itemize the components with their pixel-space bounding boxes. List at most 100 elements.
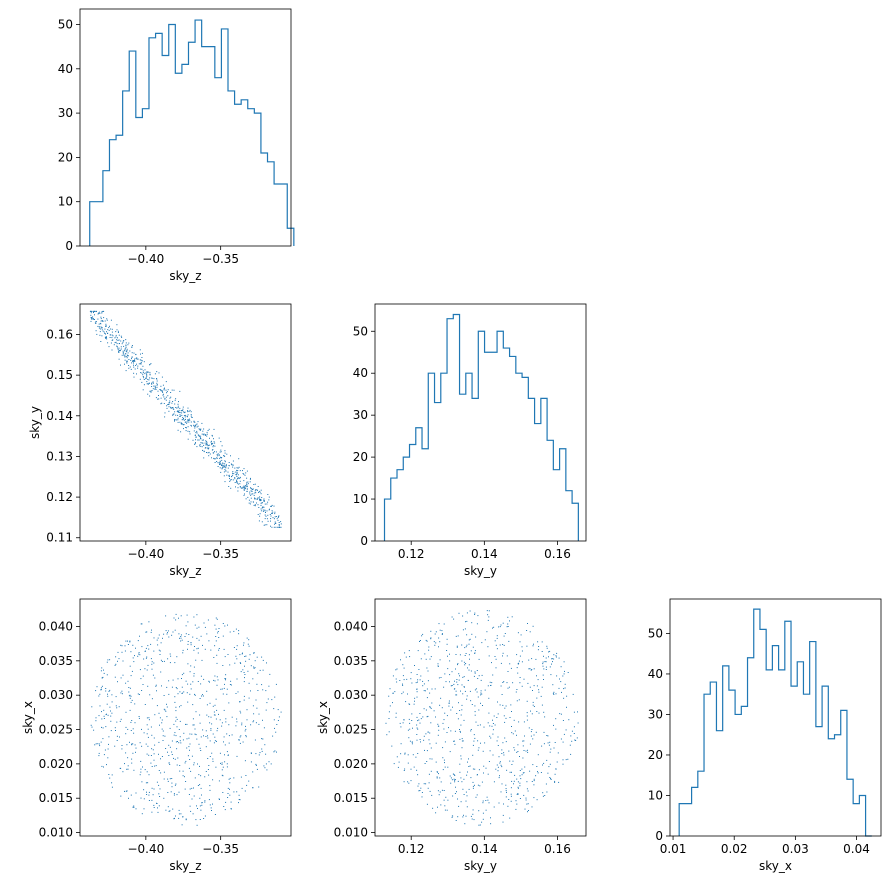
scatter-point (577, 711, 578, 713)
scatter-point (149, 373, 151, 375)
scatter-point (419, 641, 420, 642)
scatter-point (564, 687, 566, 689)
y-tick-label: 50 (648, 626, 663, 640)
scatter-point (221, 467, 223, 469)
scatter-point (273, 505, 275, 507)
scatter-point (472, 744, 474, 746)
scatter-point (521, 661, 523, 663)
scatter-point (430, 637, 432, 639)
scatter-point (472, 768, 474, 770)
scatter-point (131, 699, 133, 701)
scatter-point (180, 640, 182, 642)
scatter-point (159, 717, 161, 719)
scatter-point (429, 658, 431, 660)
scatter-point (188, 419, 189, 421)
scatter-point (433, 710, 435, 712)
scatter-point (517, 663, 519, 665)
scatter-point (250, 690, 251, 692)
scatter-point (163, 708, 165, 710)
scatter-point (189, 749, 190, 751)
scatter-point (515, 800, 517, 802)
scatter-point (182, 770, 184, 772)
x-axis-label: sky_y (464, 859, 497, 873)
scatter-point (487, 646, 489, 648)
scatter-point (151, 799, 153, 801)
scatter-point (416, 688, 418, 690)
scatter-point (145, 631, 147, 633)
scatter-point (485, 809, 487, 811)
scatter-point (202, 430, 204, 432)
scatter-point (146, 373, 148, 375)
scatter-point (267, 520, 269, 522)
scatter-point (464, 823, 466, 825)
x-axis-label: sky_z (169, 859, 201, 873)
scatter-point (160, 389, 162, 391)
scatter-point (442, 769, 444, 771)
scatter-point (435, 742, 437, 744)
scatter-point (463, 814, 464, 816)
scatter-point (554, 773, 556, 775)
scatter-point (134, 703, 136, 705)
scatter-point (124, 353, 126, 355)
scatter-point (196, 805, 197, 807)
scatter-point (146, 724, 148, 726)
y-tick-label: 0 (655, 829, 663, 843)
scatter-point (127, 757, 129, 759)
scatter-point (244, 665, 245, 667)
scatter-point (410, 678, 412, 680)
scatter-point (116, 735, 118, 737)
scatter-point (134, 358, 136, 360)
scatter-point (191, 755, 193, 757)
scatter-point (142, 684, 144, 685)
scatter-point (523, 794, 525, 796)
scatter-point (423, 735, 425, 737)
scatter-point (106, 318, 108, 320)
scatter-point (470, 700, 472, 702)
scatter-point (124, 359, 126, 361)
scatter-point (244, 760, 246, 762)
scatter-points (89, 310, 282, 528)
scatter-point (158, 398, 160, 400)
scatter-point (107, 748, 109, 750)
scatter-point (396, 681, 398, 683)
scatter-point (260, 499, 261, 500)
scatter-point (517, 786, 519, 788)
scatter-point (536, 711, 538, 712)
scatter-point (197, 425, 199, 427)
scatter-point (120, 349, 121, 351)
scatter-point (207, 758, 209, 759)
scatter-point (245, 725, 246, 727)
scatter-point (190, 642, 192, 643)
scatter-point (143, 372, 145, 374)
scatter-point (510, 795, 512, 797)
scatter-point (501, 783, 503, 785)
scatter-point (497, 736, 499, 738)
scatter-point (211, 449, 213, 451)
scatter-point (147, 728, 149, 730)
scatter-point (202, 729, 204, 731)
scatter-point (121, 343, 123, 345)
scatter-point (219, 464, 220, 465)
scatter-point (212, 779, 214, 781)
scatter-point (520, 634, 522, 636)
scatter-point (239, 710, 241, 712)
scatter-point (564, 683, 566, 685)
scatter-point (545, 657, 547, 659)
scatter-point (247, 670, 249, 672)
scatter-point (430, 656, 432, 658)
scatter-point (223, 464, 225, 466)
scatter-point (117, 660, 118, 662)
scatter-point (131, 744, 133, 746)
scatter-point (166, 706, 168, 708)
scatter-point (554, 781, 556, 783)
scatter-point (220, 449, 222, 451)
scatter-point (427, 731, 429, 733)
scatter-point (542, 663, 544, 665)
scatter-point (208, 774, 210, 776)
scatter-point (116, 339, 118, 341)
scatter-point (116, 707, 118, 709)
y-tick-label: 0.030 (39, 688, 73, 702)
scatter-point (448, 727, 449, 729)
scatter-point (128, 797, 129, 799)
scatter-point (214, 714, 216, 716)
